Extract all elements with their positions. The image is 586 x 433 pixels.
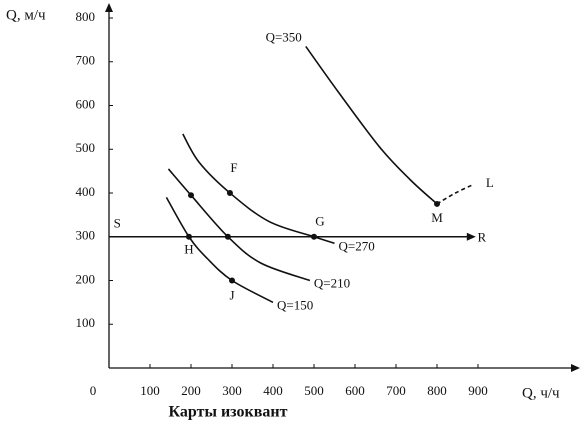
series-label: Q=350 [266,29,302,44]
x-tick-label: 800 [427,383,447,398]
y-axis-arrow [105,3,113,12]
point-label: H [184,242,193,257]
y-axis-label: Q, м/ч [6,7,46,23]
point-label: F [230,160,237,175]
x-tick-label: 300 [222,383,242,398]
point [185,233,192,240]
x-tick-label: 100 [140,383,160,398]
point [226,190,233,196]
isoquant [305,45,438,205]
y-tick-label: 500 [76,140,96,155]
x-tick-label: 0 [90,383,97,398]
y-tick-label: 800 [76,9,96,24]
x-axis-label: Q, ч/ч [522,385,560,401]
chart-title: Карты изоквант [169,404,288,421]
x-tick-label: 900 [468,383,488,398]
point-label: J [229,287,234,302]
y-tick-label: 600 [76,96,96,111]
point [229,277,235,284]
x-tick-label: 600 [345,383,365,398]
isoquant [182,133,335,245]
series-label: Q=150 [277,297,313,312]
y-tick-label: 200 [76,271,96,286]
point-label: G [315,214,324,229]
isoquant [165,196,274,304]
point [434,200,440,207]
isoquant [167,168,311,282]
point [224,233,231,240]
x-tick-label: 700 [386,383,406,398]
point-label: R [477,230,486,245]
series-label: Q=270 [339,238,375,253]
x-tick-label: 400 [263,383,283,398]
point-label: L [486,175,494,190]
point-label: M [431,210,443,225]
point [311,233,317,240]
x-tick-label: 500 [304,383,324,398]
series-label: Q=210 [314,275,350,290]
y-tick-label: 100 [76,315,96,330]
point-label: S [114,216,121,231]
point [188,192,194,199]
x-axis-arrow [571,364,580,372]
y-tick-label: 400 [76,184,96,199]
y-tick-label: 300 [76,228,96,243]
y-tick-label: 700 [76,53,96,68]
isoquant-extension [436,183,475,205]
budget-line-arrow [466,232,476,241]
x-tick-label: 200 [181,383,201,398]
